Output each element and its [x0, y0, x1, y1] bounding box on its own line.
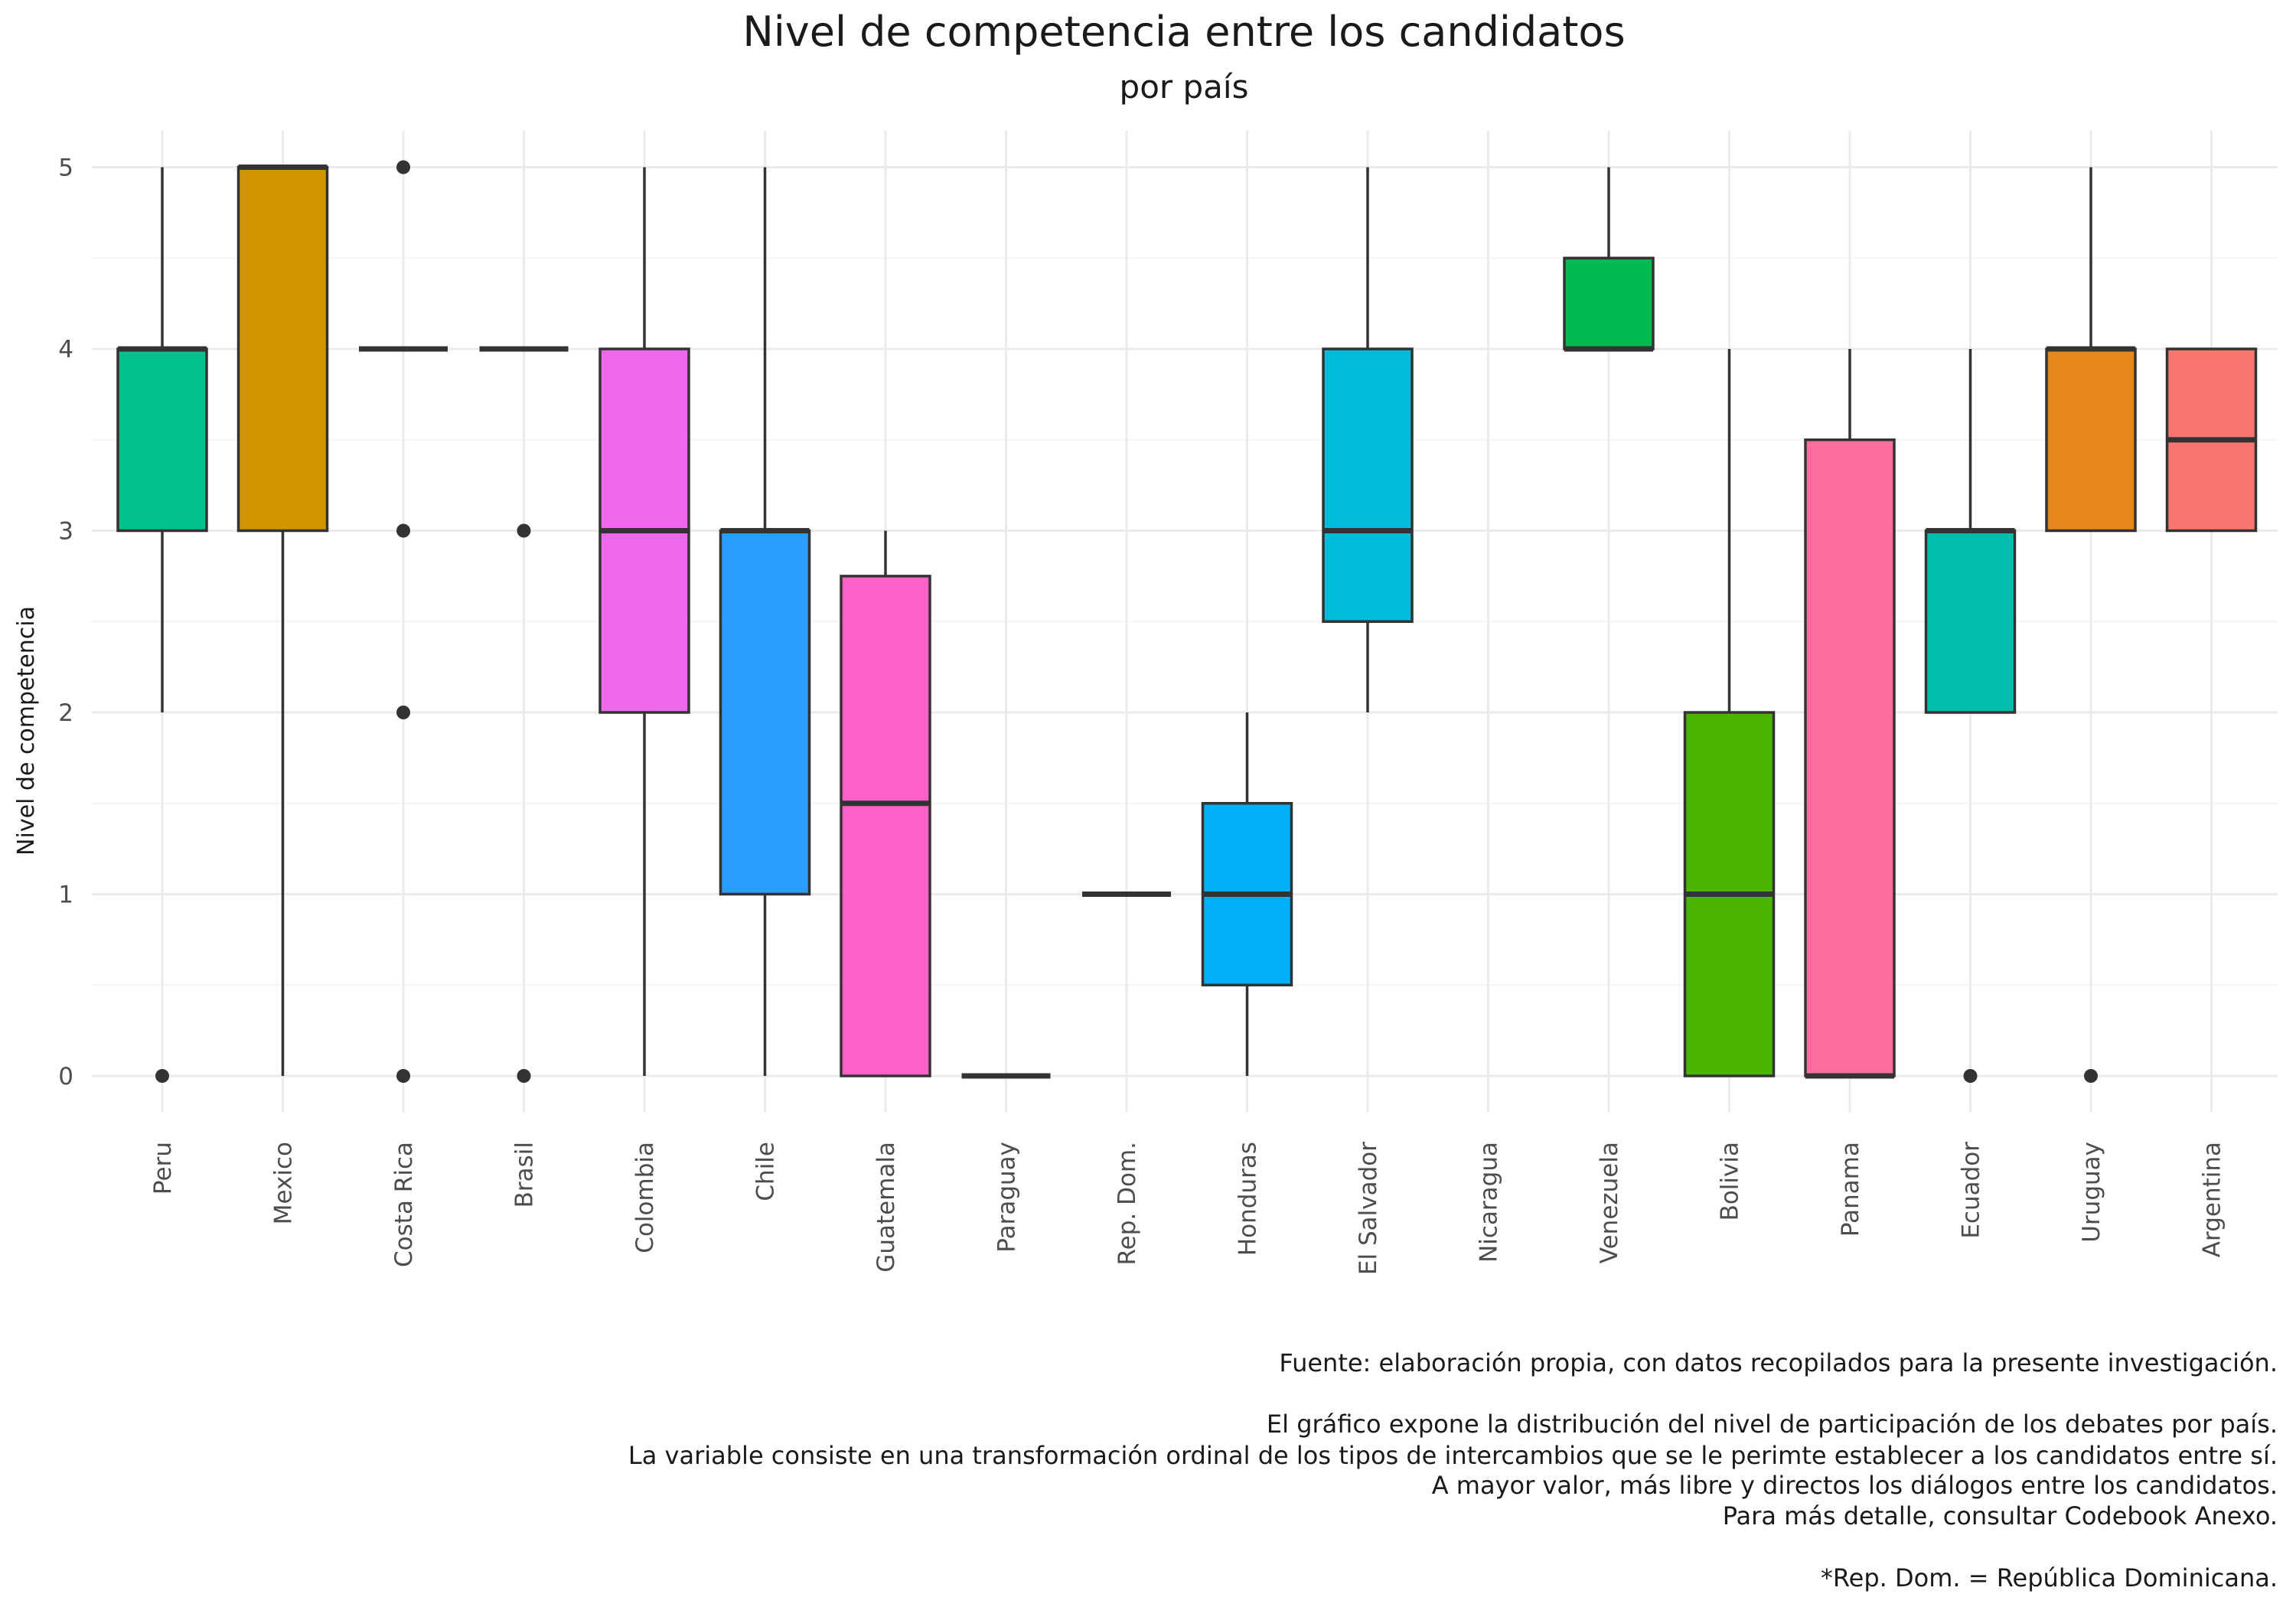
- box-argentina: [2165, 347, 2258, 533]
- box-brasil: [479, 346, 569, 1083]
- box-body: [719, 529, 811, 896]
- x-tick-label: Bolivia: [1717, 1142, 1744, 1221]
- caption-footnote: *Rep. Dom. = República Dominicana.: [1821, 1563, 2278, 1592]
- box-el-salvador: [1322, 167, 1414, 712]
- y-tick-label: 3: [58, 518, 73, 546]
- box-panama: [1804, 349, 1896, 1079]
- box-mexico: [236, 165, 329, 1076]
- box-body: [1322, 347, 1414, 623]
- outlier-point: [396, 706, 410, 719]
- chart-subtitle: por país: [1120, 68, 1249, 106]
- box-venezuela: [1563, 167, 1655, 352]
- y-tick-label: 5: [58, 155, 73, 182]
- box-body: [2045, 347, 2137, 533]
- outlier-point: [1963, 1069, 1978, 1083]
- x-tick-label: Guatemala: [872, 1142, 900, 1273]
- box-body: [236, 165, 329, 533]
- box-body: [840, 575, 931, 1077]
- x-tick-label: Venezuela: [1596, 1142, 1623, 1263]
- box-ecuador: [1924, 349, 2017, 1083]
- outlier-point: [2084, 1069, 2098, 1083]
- y-tick-label: 0: [58, 1063, 73, 1090]
- caption-description-1: El gráfico expone la distribución del ni…: [1267, 1410, 2278, 1439]
- box-peru: [116, 167, 208, 1083]
- box-body: [1804, 438, 1896, 1077]
- y-tick-labels: 0 1 2 3 4 5: [58, 155, 73, 1091]
- y-tick-label: 2: [58, 699, 73, 727]
- box-chile: [719, 167, 811, 1076]
- x-tick-labels: Peru Mexico Costa Rica Brasil Colombia Chile G…: [149, 1142, 2226, 1275]
- box-colombia: [598, 167, 690, 1076]
- caption-description-4: Para más detalle, consultar Codebook Ane…: [1723, 1501, 2278, 1530]
- x-tick-label: Peru: [149, 1142, 177, 1195]
- outlier-point: [155, 1069, 169, 1083]
- box-body: [1563, 256, 1655, 350]
- x-tick-label: Uruguay: [2078, 1142, 2105, 1243]
- x-tick-label: Argentina: [2199, 1142, 2226, 1257]
- y-tick-label: 4: [58, 336, 73, 363]
- caption-source: Fuente: elaboración propia, con datos re…: [1279, 1348, 2278, 1377]
- outlier-point: [396, 1069, 410, 1083]
- x-tick-label: Panama: [1837, 1142, 1864, 1237]
- box-guatemala: [840, 530, 931, 1077]
- caption: Fuente: elaboración propia, con datos re…: [628, 1348, 2278, 1592]
- x-tick-label: Costa Rica: [390, 1142, 418, 1267]
- outlier-point: [517, 1069, 531, 1083]
- boxes: [116, 160, 2258, 1083]
- caption-description-2: La variable consiste en una transformaci…: [628, 1441, 2278, 1470]
- box-bolivia: [1683, 349, 1776, 1077]
- box-honduras: [1201, 712, 1293, 1076]
- box-costa-rica: [359, 160, 448, 1083]
- caption-description-3: A mayor valor, más libre y directos los …: [1432, 1471, 2278, 1500]
- y-axis-label: Nivel de competencia: [13, 606, 40, 856]
- box-body: [116, 347, 208, 533]
- outlier-point: [396, 523, 410, 538]
- x-tick-label: El Salvador: [1355, 1142, 1382, 1275]
- x-tick-label: Chile: [752, 1142, 780, 1201]
- outlier-point: [517, 523, 531, 538]
- box-body: [1924, 529, 2017, 714]
- x-tick-label: Brasil: [511, 1142, 539, 1208]
- chart-title: Nivel de competencia entre los candidato…: [742, 8, 1625, 56]
- y-tick-label: 1: [58, 882, 73, 909]
- x-tick-label: Mexico: [270, 1142, 298, 1224]
- x-tick-label: Honduras: [1234, 1142, 1262, 1256]
- x-tick-label: Colombia: [631, 1142, 659, 1253]
- x-tick-label: Nicaragua: [1476, 1142, 1503, 1263]
- outlier-point: [396, 160, 410, 174]
- x-tick-label: Rep. Dom.: [1114, 1142, 1141, 1266]
- box-uruguay: [2045, 167, 2137, 1083]
- x-tick-label: Paraguay: [993, 1142, 1021, 1253]
- x-tick-label: Ecuador: [1958, 1142, 1985, 1239]
